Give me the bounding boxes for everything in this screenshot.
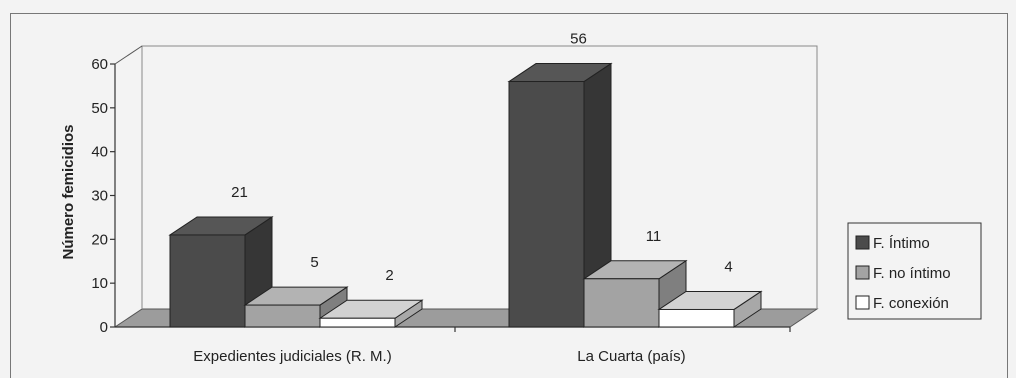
y-tick-label: 20 (91, 231, 108, 248)
bar-1-1 (169, 234, 246, 328)
y-axis: 0 10 20 30 40 50 60 (91, 56, 791, 336)
data-label: 5 (310, 254, 318, 271)
y-tick-label: 30 (91, 188, 108, 205)
category-labels: Expedientes judiciales (R. M.) La Cuarta … (193, 348, 685, 365)
legend-box (847, 222, 982, 320)
data-label: 21 (231, 184, 248, 201)
bar-1-2 (508, 81, 585, 328)
side-wall-edge (114, 45, 143, 65)
data-label: 2 (385, 267, 393, 284)
legend-swatch (855, 265, 870, 280)
category-label: La Cuarta (país) (577, 348, 685, 365)
y-tick-label: 60 (91, 56, 108, 73)
data-labels: 21 5 2 56 11 4 (231, 31, 733, 285)
y-axis-label: Número femicidios (60, 124, 77, 259)
category-label: Expedientes judiciales (R. M.) (193, 348, 391, 365)
data-label: 56 (570, 31, 587, 48)
bar-3-1 (319, 317, 396, 328)
legend: F. Íntimo F. no íntimo F. conexión (847, 222, 982, 320)
back-wall (141, 45, 818, 309)
y-tick-label: 50 (91, 100, 108, 117)
bar-2-2 (583, 278, 660, 328)
data-label: 11 (646, 228, 662, 245)
legend-swatch (855, 235, 870, 250)
y-tick-label: 0 (100, 319, 108, 336)
data-label: 4 (724, 258, 732, 275)
y-tick-label: 10 (91, 275, 108, 292)
legend-swatch (855, 295, 870, 310)
y-tick-label: 40 (91, 144, 108, 161)
legend-label: F. Íntimo (873, 235, 930, 252)
legend-label: F. conexión (873, 295, 949, 312)
legend-label: F. no íntimo (873, 265, 951, 282)
chart-frame (10, 13, 1008, 378)
bar-2-1 (244, 304, 321, 328)
bar-3-2 (658, 308, 735, 328)
bars (168, 62, 763, 328)
